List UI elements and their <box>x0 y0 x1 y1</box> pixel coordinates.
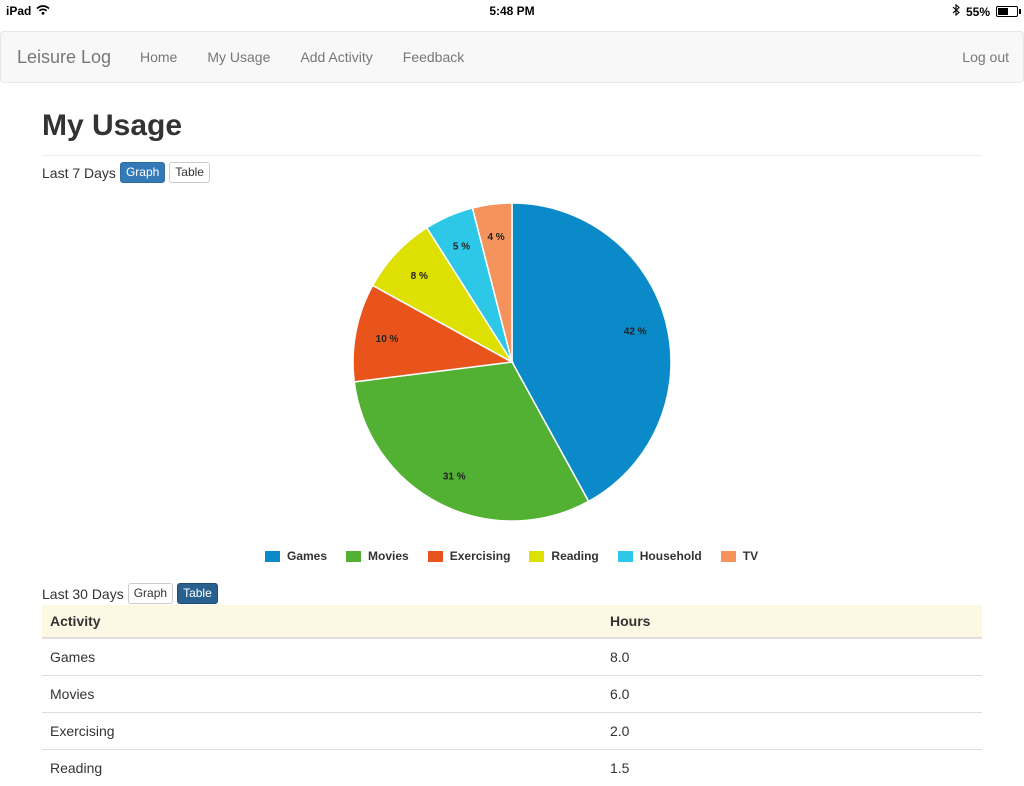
legend-item-exercising[interactable]: Exercising <box>428 549 511 563</box>
legend-item-reading[interactable]: Reading <box>529 549 598 563</box>
legend-swatch <box>346 551 361 562</box>
table-header-row: Activity Hours <box>42 605 982 638</box>
legend-label: Games <box>287 549 327 563</box>
legend-swatch <box>618 551 633 562</box>
legend-item-games[interactable]: Games <box>265 549 327 563</box>
pie-label-exercising: 10 % <box>376 334 399 345</box>
last-30-days-label: Last 30 Days <box>42 586 124 602</box>
hours-cell: 8.0 <box>602 638 982 676</box>
activity-cell: Exercising <box>42 713 602 750</box>
legend-swatch <box>721 551 736 562</box>
legend-label: TV <box>743 549 758 563</box>
usage-table: Activity Hours Games 8.0 Movies 6.0 Exer… <box>42 605 982 786</box>
activity-cell: Movies <box>42 676 602 713</box>
usage-pie-chart: 42 % 31 % 10 % 8 % 5 % 4 % <box>0 0 1024 540</box>
hours-cell: 6.0 <box>602 676 982 713</box>
legend-item-movies[interactable]: Movies <box>346 549 409 563</box>
graph-button-30days[interactable]: Graph <box>128 583 173 604</box>
table-row: Movies 6.0 <box>42 676 982 713</box>
table-row: Exercising 2.0 <box>42 713 982 750</box>
pie-label-tv: 4 % <box>487 232 504 243</box>
legend-label: Exercising <box>450 549 511 563</box>
legend-swatch <box>529 551 544 562</box>
column-header-hours: Hours <box>602 605 982 638</box>
legend-label: Reading <box>551 549 598 563</box>
column-header-activity: Activity <box>42 605 602 638</box>
pie-label-reading: 8 % <box>411 271 428 282</box>
legend-swatch <box>265 551 280 562</box>
legend-label: Household <box>640 549 702 563</box>
legend-item-household[interactable]: Household <box>618 549 702 563</box>
legend-item-tv[interactable]: TV <box>721 549 758 563</box>
hours-cell: 2.0 <box>602 713 982 750</box>
usage-table-wrapper: Activity Hours Games 8.0 Movies 6.0 Exer… <box>42 605 982 786</box>
legend-label: Movies <box>368 549 409 563</box>
table-row: Games 8.0 <box>42 638 982 676</box>
pie-label-movies: 31 % <box>443 471 466 482</box>
legend-swatch <box>428 551 443 562</box>
chart-legend: Games Movies Exercising Reading Household TV <box>265 549 777 563</box>
pie-label-household: 5 % <box>453 241 470 252</box>
last-30-days-row: Last 30 Days Graph Table <box>42 583 218 604</box>
activity-cell: Games <box>42 638 602 676</box>
table-button-30days[interactable]: Table <box>177 583 218 604</box>
pie-label-games: 42 % <box>624 326 647 337</box>
